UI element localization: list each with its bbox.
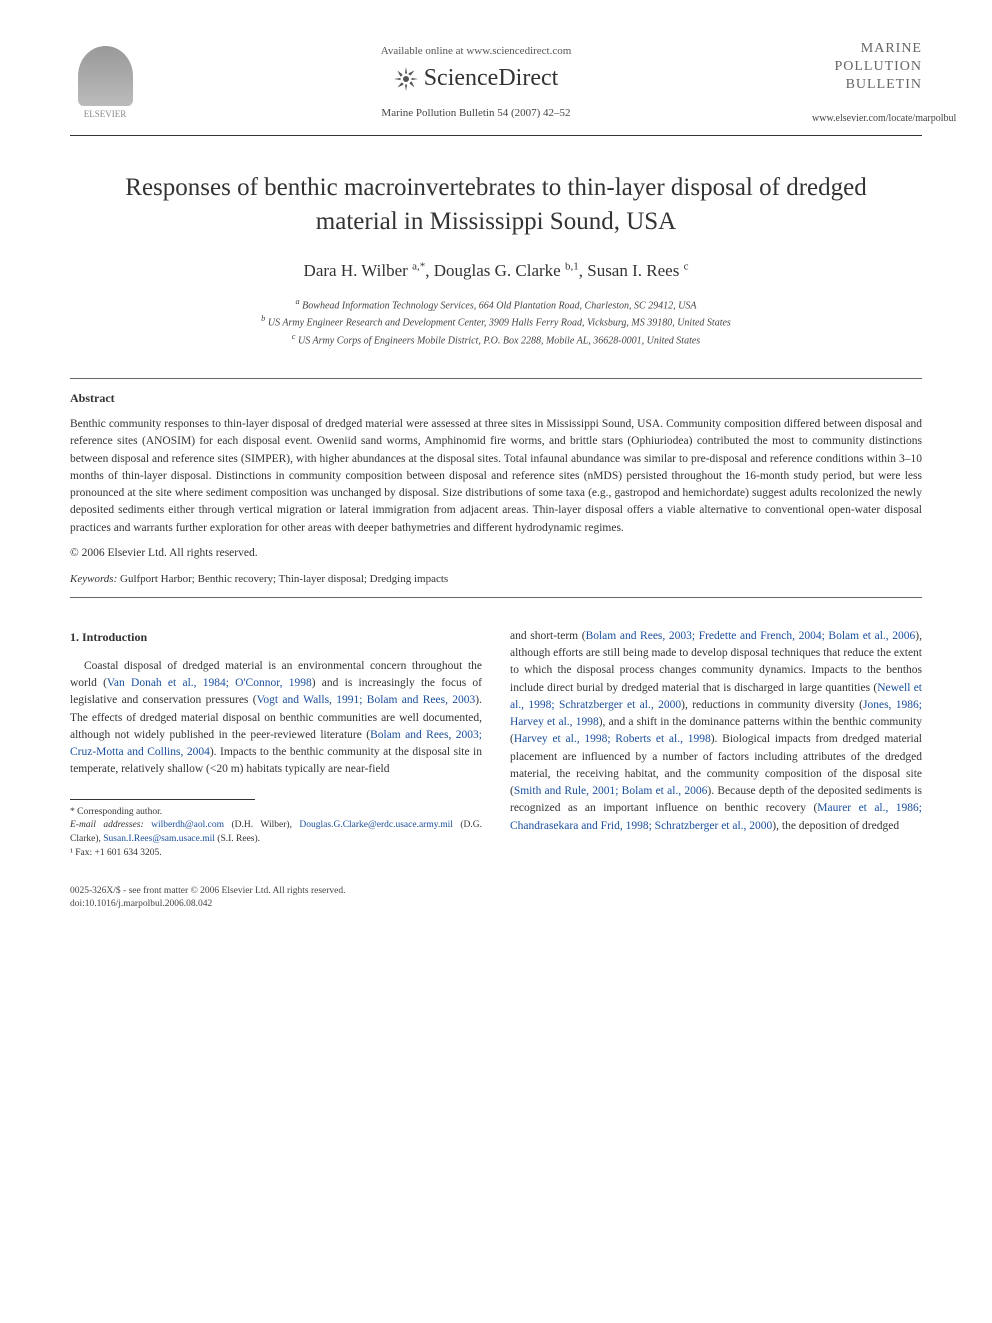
email-link[interactable]: Douglas.G.Clarke@erdc.usace.army.mil: [299, 820, 452, 830]
body-text-run: and short-term (: [510, 630, 586, 642]
header: ELSEVIER Available online at www.science…: [70, 40, 922, 125]
body-text-run: ), the deposition of dredged: [772, 820, 899, 832]
keywords-items: Gulfport Harbor; Benthic recovery; Thin-…: [120, 573, 448, 585]
copyright-line: © 2006 Elsevier Ltd. All rights reserved…: [70, 547, 922, 559]
sciencedirect-burst-icon: [394, 67, 418, 91]
authors-line: Dara H. Wilber a,*, Douglas G. Clarke b,…: [70, 261, 922, 282]
journal-logo-block: MARINE POLLUTION BULLETIN www.elsevier.c…: [812, 40, 922, 124]
citation[interactable]: Smith and Rule, 2001; Bolam et al., 2006: [514, 785, 708, 797]
footnotes: * Corresponding author. E-mail addresses…: [70, 806, 482, 861]
abstract-heading: Abstract: [70, 391, 922, 406]
journal-url: www.elsevier.com/locate/marpolbul: [812, 113, 922, 124]
column-left: 1. Introduction Coastal disposal of dred…: [70, 628, 482, 861]
emails-label: E-mail addresses:: [70, 820, 144, 830]
author-2: Douglas G. Clarke b,1: [434, 261, 579, 280]
fax-note: ¹ Fax: +1 601 634 3205.: [70, 847, 482, 861]
journal-name-graphic: MARINE POLLUTION BULLETIN: [812, 40, 922, 95]
citation[interactable]: Van Donah et al., 1984; O'Connor, 1998: [107, 677, 312, 689]
journal-reference: Marine Pollution Bulletin 54 (2007) 42–5…: [160, 107, 792, 119]
sciencedirect-logo: ScienceDirect: [160, 65, 792, 92]
publisher-logo: ELSEVIER: [70, 40, 140, 125]
platform-name: ScienceDirect: [424, 65, 559, 92]
affiliations: a Bowhead Information Technology Service…: [70, 296, 922, 348]
citation[interactable]: Harvey et al., 1998; Roberts et al., 199…: [514, 733, 711, 745]
available-online-text: Available online at www.sciencedirect.co…: [160, 45, 792, 57]
abstract-bottom-divider: [70, 597, 922, 598]
bottom-bar: 0025-326X/$ - see front matter © 2006 El…: [70, 885, 922, 912]
column-right: and short-term (Bolam and Rees, 2003; Fr…: [510, 628, 922, 861]
affiliation-a: a Bowhead Information Technology Service…: [70, 296, 922, 313]
email-link[interactable]: Susan.I.Rees@sam.usace.mil: [103, 834, 215, 844]
body-text-run: ), reductions in community diversity (: [681, 699, 863, 711]
author-3: Susan I. Rees c: [587, 261, 688, 280]
author-1: Dara H. Wilber a,*: [304, 261, 426, 280]
email-link[interactable]: wilberdh@aol.com: [151, 820, 224, 830]
article-title: Responses of benthic macroinvertebrates …: [70, 171, 922, 239]
doi-line: doi:10.1016/j.marpolbul.2006.08.042: [70, 898, 922, 911]
body-columns: 1. Introduction Coastal disposal of dred…: [70, 628, 922, 861]
journal-name-line3: BULLETIN: [812, 76, 922, 94]
front-matter-line: 0025-326X/$ - see front matter © 2006 El…: [70, 885, 922, 898]
elsevier-tree-icon: [78, 46, 133, 106]
header-divider: [70, 135, 922, 136]
publisher-name: ELSEVIER: [84, 109, 127, 119]
citation[interactable]: Bolam and Rees, 2003; Fredette and Frenc…: [586, 630, 916, 642]
section-heading-intro: 1. Introduction: [70, 628, 482, 646]
abstract-top-divider: [70, 378, 922, 379]
citation[interactable]: Vogt and Walls, 1991; Bolam and Rees, 20…: [257, 694, 476, 706]
affiliation-b: b US Army Engineer Research and Developm…: [70, 313, 922, 330]
keywords-line: Keywords: Gulfport Harbor; Benthic recov…: [70, 573, 922, 585]
journal-name-line1: MARINE: [812, 40, 922, 58]
corresponding-author-note: * Corresponding author.: [70, 806, 482, 820]
intro-paragraph-col2: and short-term (Bolam and Rees, 2003; Fr…: [510, 628, 922, 835]
affiliation-c: c US Army Corps of Engineers Mobile Dist…: [70, 331, 922, 348]
intro-paragraph-col1: Coastal disposal of dredged material is …: [70, 658, 482, 779]
abstract-body: Benthic community responses to thin-laye…: [70, 416, 922, 537]
email-addresses: E-mail addresses: wilberdh@aol.com (D.H.…: [70, 819, 482, 847]
keywords-label: Keywords:: [70, 573, 117, 585]
header-center: Available online at www.sciencedirect.co…: [140, 40, 812, 124]
journal-name-line2: POLLUTION: [812, 58, 922, 76]
footnote-divider: [70, 799, 255, 800]
